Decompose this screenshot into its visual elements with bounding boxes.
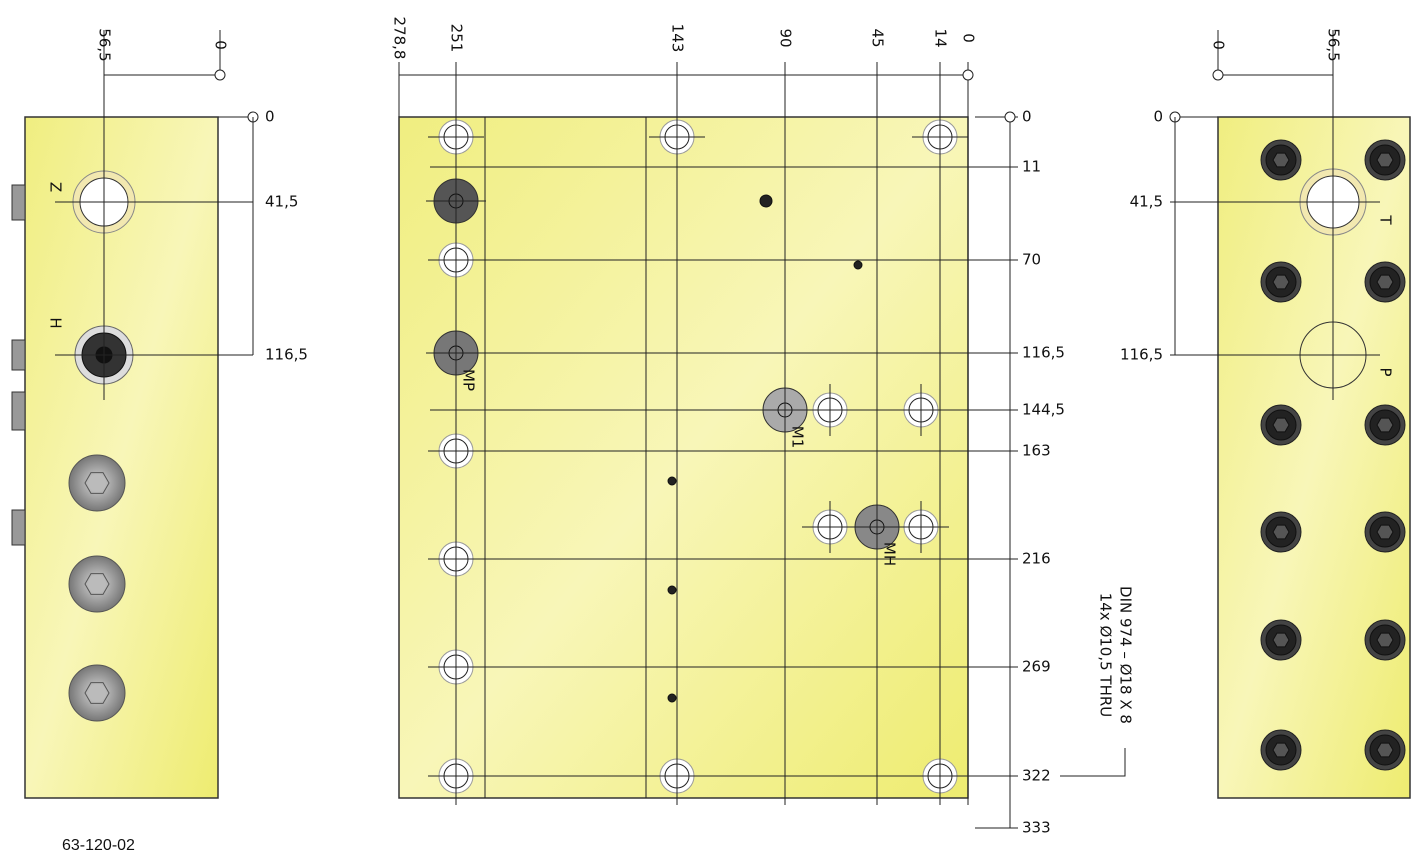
port-label: H xyxy=(47,317,65,328)
bolt-hex xyxy=(1376,274,1394,290)
fitting xyxy=(11,184,26,221)
dimension-label: 0 xyxy=(1210,40,1228,50)
dimension-label: 116,5 xyxy=(1022,344,1065,362)
dimension-label: 56,5 xyxy=(1325,28,1343,61)
bolt-hex xyxy=(84,682,110,704)
bore xyxy=(667,693,677,703)
fitting xyxy=(11,391,26,431)
dimension-label: 11 xyxy=(1022,158,1041,176)
fitting xyxy=(11,339,26,371)
plate xyxy=(1217,116,1411,799)
dimension-label: 333 xyxy=(1022,819,1051,837)
dimension-label: 0 xyxy=(960,33,978,43)
leader xyxy=(1060,748,1126,777)
bore xyxy=(759,194,773,208)
dimension-label: 269 xyxy=(1022,658,1051,676)
dimension-label: 278,8 xyxy=(391,17,409,60)
bolt-hex xyxy=(1272,274,1290,290)
bore xyxy=(667,476,677,486)
bolt-hex xyxy=(1376,524,1394,540)
dimension-label: 116,5 xyxy=(265,346,308,364)
dimension-label: 116,5 xyxy=(1120,346,1163,364)
bolt xyxy=(68,664,126,722)
bore xyxy=(853,260,863,270)
dimension-label: 143 xyxy=(669,24,687,53)
drawing-number: 63-120-02 xyxy=(62,837,135,854)
bore xyxy=(667,585,677,595)
dimension-label: 41,5 xyxy=(265,193,298,211)
dimension-label: 90 xyxy=(777,28,795,47)
dimension-label: 14 xyxy=(932,28,950,47)
port-label: T xyxy=(1377,214,1395,225)
port-label: MH xyxy=(881,542,899,566)
datum xyxy=(1004,111,1016,123)
dimension-label: 0 xyxy=(212,40,230,50)
bolt-hex xyxy=(1272,632,1290,648)
dimension-label: 163 xyxy=(1022,442,1051,460)
bolt-hex xyxy=(1376,742,1394,758)
bolt-hex xyxy=(84,573,110,595)
datum xyxy=(214,69,226,81)
dimension-label: 144,5 xyxy=(1022,401,1065,419)
port-label: Z xyxy=(47,182,65,192)
bolt-hex xyxy=(84,472,110,494)
dimension-label: 45 xyxy=(869,28,887,47)
bolt-hex xyxy=(1272,152,1290,168)
dimension-label: 216 xyxy=(1022,550,1051,568)
port-label: M1 xyxy=(789,426,807,449)
dimension-label: 0 xyxy=(1153,108,1163,126)
dimension-label: 0 xyxy=(1022,108,1032,126)
port-label: P xyxy=(1377,367,1395,376)
port-label: MP xyxy=(460,369,478,391)
note: DIN 974 – Ø18 X 8 xyxy=(1117,586,1135,724)
dimension-label: 251 xyxy=(448,24,466,53)
dimension-label: 0 xyxy=(265,108,275,126)
bolt-hex xyxy=(1376,152,1394,168)
dimension-label: 70 xyxy=(1022,251,1041,269)
note: 14x Ø10,5 THRU xyxy=(1097,593,1115,718)
datum xyxy=(962,69,974,81)
datum xyxy=(1212,69,1224,81)
bolt-hex xyxy=(1376,632,1394,648)
bolt xyxy=(68,555,126,613)
dimension-label: 41,5 xyxy=(1130,193,1163,211)
bolt-hex xyxy=(1272,417,1290,433)
fitting xyxy=(11,509,26,546)
dimension-label: 322 xyxy=(1022,767,1051,785)
bolt xyxy=(68,454,126,512)
dimension-label: 56,5 xyxy=(96,28,114,61)
bolt-hex xyxy=(1272,524,1290,540)
bolt-hex xyxy=(1272,742,1290,758)
plate xyxy=(398,116,969,799)
bolt-hex xyxy=(1376,417,1394,433)
